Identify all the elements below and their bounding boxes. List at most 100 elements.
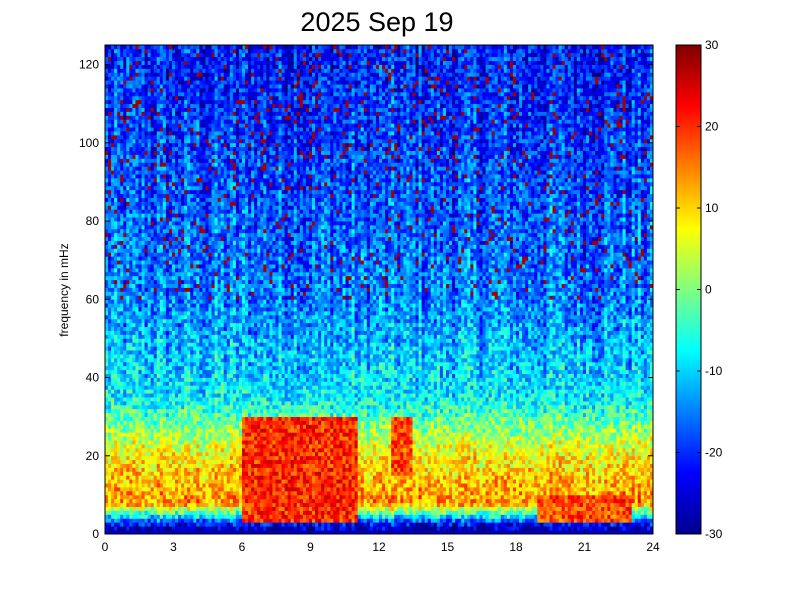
heatmap-cell [129, 283, 133, 288]
heatmap-cell [144, 436, 149, 441]
heatmap-cell [211, 373, 215, 378]
heatmap-cell [138, 146, 142, 152]
heatmap-cell [205, 404, 209, 410]
heatmap-cell [217, 463, 222, 468]
heatmap-cell [193, 404, 197, 410]
heatmap-cell [132, 181, 136, 187]
heatmap-cell [214, 338, 219, 343]
heatmap-cell [178, 303, 182, 308]
heatmap-cell [138, 213, 142, 218]
heatmap-cell [199, 170, 203, 175]
heatmap-cell [199, 338, 203, 343]
heatmap-cell [108, 205, 112, 210]
heatmap-cell [138, 279, 142, 285]
heatmap-cell [220, 455, 225, 461]
heatmap-cell [108, 45, 112, 50]
heatmap-cell [193, 260, 197, 265]
heatmap-cell [141, 221, 145, 226]
heatmap-cell [208, 224, 212, 230]
heatmap-cell [165, 350, 170, 355]
heatmap-cell [126, 416, 130, 421]
heatmap-cell [120, 397, 124, 402]
heatmap-cell [193, 299, 197, 304]
heatmap-cell [181, 350, 185, 355]
heatmap-cell [150, 408, 155, 414]
heatmap-cell [129, 494, 133, 500]
heatmap-cell [171, 60, 176, 65]
heatmap-cell [126, 506, 130, 511]
heatmap-cell [181, 522, 185, 527]
heatmap-cell [190, 189, 194, 195]
heatmap-cell [153, 408, 158, 414]
heatmap-cell [165, 193, 170, 198]
heatmap-cell [208, 447, 212, 453]
heatmap-cell [220, 60, 225, 65]
heatmap-cell [175, 99, 179, 105]
heatmap-cell [223, 123, 228, 128]
heatmap-cell [108, 80, 112, 85]
heatmap-cell [105, 314, 109, 320]
heatmap-cell [156, 119, 161, 124]
heatmap-cell [211, 314, 215, 320]
heatmap-cell [111, 412, 115, 418]
heatmap-cell [199, 303, 203, 308]
heatmap-cell [147, 189, 152, 195]
heatmap-cell [138, 56, 142, 62]
heatmap-cell [193, 60, 197, 65]
heatmap-cell [220, 522, 225, 527]
heatmap-cell [168, 447, 173, 453]
heatmap-cell [132, 510, 136, 515]
heatmap-cell [184, 471, 188, 476]
heatmap-cell [120, 444, 124, 449]
heatmap-cell [135, 295, 139, 300]
heatmap-cell [105, 56, 109, 62]
heatmap-cell [120, 385, 124, 390]
heatmap-cell [202, 354, 206, 359]
heatmap-cell [211, 455, 215, 461]
heatmap-cell [123, 361, 127, 367]
heatmap-cell [165, 385, 170, 390]
heatmap-cell [175, 271, 179, 277]
heatmap-cell [147, 404, 152, 410]
heatmap-cell [181, 467, 185, 472]
heatmap-cell [114, 350, 118, 355]
heatmap-cell [214, 221, 219, 226]
heatmap-cell [129, 123, 133, 128]
heatmap-cell [111, 134, 115, 140]
heatmap-cell [217, 111, 222, 116]
heatmap-cell [147, 377, 152, 382]
heatmap-cell [147, 408, 152, 414]
heatmap-cell [141, 275, 145, 281]
heatmap-cell [114, 393, 118, 398]
heatmap-cell [205, 467, 209, 472]
heatmap-cell [126, 490, 130, 496]
heatmap-cell [132, 393, 136, 398]
heatmap-cell [193, 201, 197, 206]
heatmap-cell [162, 502, 167, 508]
heatmap-cell [214, 134, 219, 140]
heatmap-cell [132, 385, 136, 390]
heatmap-cell [184, 84, 188, 89]
heatmap-cell [129, 103, 133, 108]
heatmap-cell [214, 428, 219, 433]
heatmap-cell [135, 424, 139, 429]
heatmap-cell [156, 424, 161, 429]
heatmap-cell [202, 342, 206, 347]
heatmap-cell [108, 142, 112, 148]
heatmap-cell [184, 189, 188, 195]
heatmap-cell [175, 471, 179, 476]
heatmap-cell [196, 530, 200, 535]
heatmap-cell [123, 88, 127, 93]
heatmap-cell [132, 88, 136, 93]
heatmap-cell [159, 424, 164, 429]
heatmap-cell [105, 252, 109, 257]
heatmap-cell [168, 404, 173, 410]
heatmap-cell [220, 107, 225, 112]
heatmap-cell [156, 299, 161, 304]
heatmap-cell [114, 518, 118, 523]
heatmap-cell [165, 52, 170, 58]
heatmap-cell [211, 178, 215, 183]
heatmap-cell [220, 424, 225, 429]
heatmap-cell [168, 84, 173, 89]
heatmap-cell [214, 295, 219, 300]
